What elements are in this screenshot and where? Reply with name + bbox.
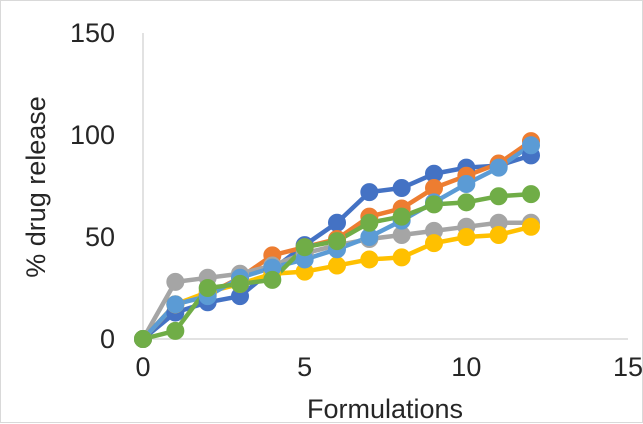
- x-tick-label: 5: [297, 352, 312, 382]
- series-6-point: [457, 193, 476, 212]
- series-6-point: [392, 207, 411, 226]
- y-tick-label: 0: [100, 324, 115, 354]
- x-axis-title: Formulations: [307, 394, 463, 424]
- series-6-point: [425, 195, 443, 214]
- x-tick-label: 0: [135, 352, 150, 382]
- series-4-point: [392, 248, 411, 267]
- series-3-point: [166, 272, 185, 291]
- series-6-point: [522, 185, 540, 204]
- series-5-point: [457, 174, 476, 193]
- series-6-point: [134, 330, 152, 348]
- series-6-point: [328, 232, 346, 251]
- series-6-point: [231, 274, 249, 293]
- y-tick-label: 150: [70, 18, 115, 48]
- y-tick-label: 50: [85, 222, 115, 252]
- series-4-point: [457, 228, 476, 246]
- series-5-point: [489, 158, 508, 177]
- series-5-point: [522, 136, 540, 155]
- series-4-point: [360, 250, 379, 269]
- series-6-point: [295, 238, 314, 257]
- series-4-point: [522, 217, 540, 236]
- series-6-point: [489, 187, 508, 206]
- x-tick-label: 10: [451, 352, 481, 382]
- series-1-point: [328, 213, 346, 232]
- series-4-point: [328, 256, 346, 275]
- series-6-point: [166, 321, 185, 340]
- series-1-point: [360, 183, 379, 202]
- series-5-point: [166, 295, 185, 314]
- series-6-point: [198, 279, 217, 297]
- y-tick-label: 100: [70, 120, 115, 150]
- x-tick-label: 15: [613, 352, 643, 382]
- series-6-point: [263, 270, 282, 289]
- y-axis-title: % drug release: [21, 96, 51, 278]
- series-1-point: [392, 179, 411, 198]
- series-6-point: [360, 213, 379, 232]
- series-4-point: [425, 234, 443, 253]
- series-4-point: [489, 225, 508, 244]
